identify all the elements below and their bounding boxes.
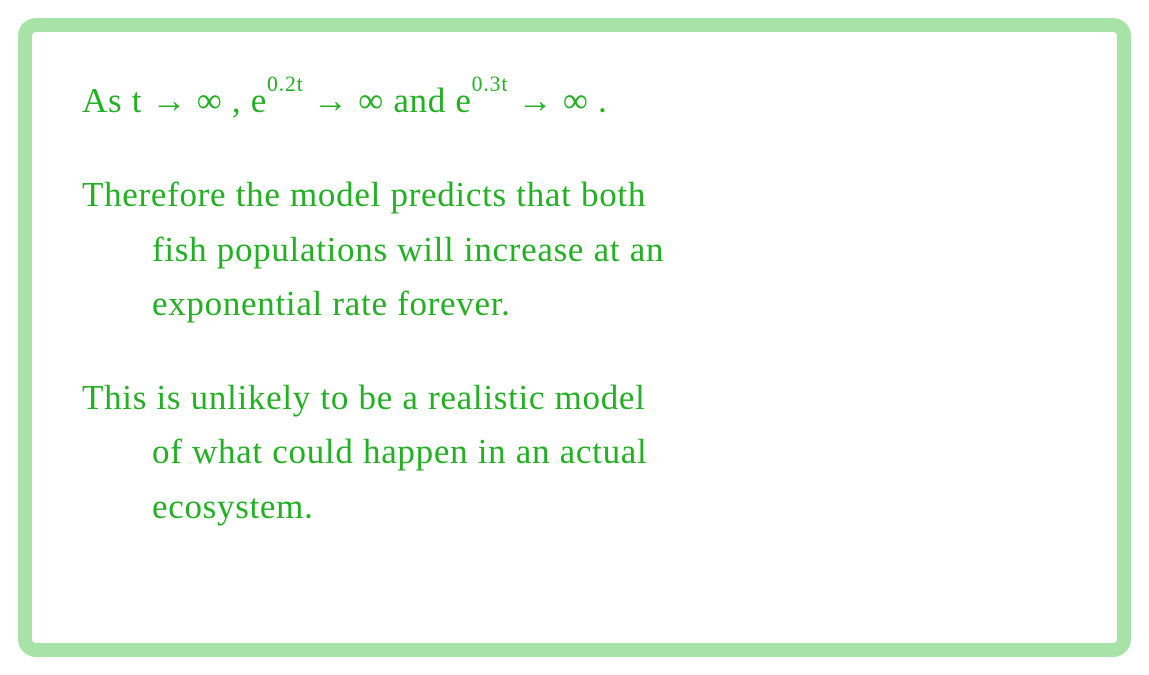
- paragraph-1: As t → ∞ , e0.2t → ∞ and e0.3t → ∞ .: [82, 74, 1067, 128]
- page-container: As t → ∞ , e0.2t → ∞ and e0.3t → ∞ . The…: [0, 0, 1149, 675]
- text-line: exponential rate forever.: [82, 277, 1067, 331]
- text-segment: As t → ∞ , e: [82, 81, 267, 120]
- exponent-1: 0.2t: [267, 72, 304, 96]
- text-line: ecosystem.: [82, 480, 1067, 534]
- math-line-1: As t → ∞ , e0.2t → ∞ and e0.3t → ∞ .: [82, 74, 1067, 128]
- paragraph-3: This is unlikely to be a realistic model…: [82, 371, 1067, 534]
- text-segment: → ∞ and e: [304, 81, 472, 120]
- text-line: This is unlikely to be a realistic model: [82, 371, 1067, 425]
- text-line: of what could happen in an actual: [82, 425, 1067, 479]
- text-line: Therefore the model predicts that both: [82, 168, 1067, 222]
- text-line: fish populations will increase at an: [82, 223, 1067, 277]
- exponent-2: 0.3t: [472, 72, 509, 96]
- paragraph-2: Therefore the model predicts that both f…: [82, 168, 1067, 331]
- text-segment: → ∞ .: [508, 81, 607, 120]
- note-card: As t → ∞ , e0.2t → ∞ and e0.3t → ∞ . The…: [18, 18, 1131, 657]
